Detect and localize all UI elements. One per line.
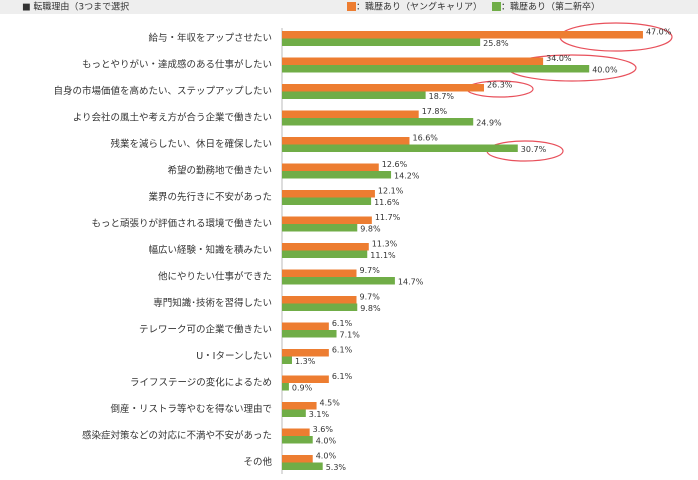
bar bbox=[282, 31, 643, 39]
category-label: 自身の市場価値を高めたい、ステップアップしたい bbox=[53, 85, 272, 97]
bar bbox=[282, 383, 289, 391]
category-label: 感染症対策などの対応に不満や不安があった bbox=[82, 430, 272, 442]
value-label: 6.1% bbox=[332, 372, 353, 381]
bar bbox=[282, 330, 337, 338]
bar bbox=[282, 409, 306, 417]
value-label: 12.1% bbox=[378, 187, 404, 196]
value-label: 7.1% bbox=[340, 331, 361, 340]
value-label: 34.0% bbox=[546, 54, 572, 63]
bar bbox=[282, 163, 379, 171]
bar bbox=[282, 84, 484, 92]
value-label: 16.6% bbox=[412, 134, 438, 143]
value-label: 4.0% bbox=[316, 437, 337, 446]
value-label: 18.7% bbox=[429, 92, 455, 101]
category-label: 専門知識･技術を習得したい bbox=[153, 297, 272, 309]
bar bbox=[282, 322, 329, 330]
category-label: 給与・年収をアップさせたい bbox=[148, 32, 272, 44]
value-label: 4.5% bbox=[320, 399, 341, 408]
bar bbox=[282, 190, 375, 198]
category-label: その他 bbox=[243, 456, 272, 468]
category-label: もっと頑張りが評価される環境で働きたい bbox=[91, 218, 272, 230]
bar bbox=[282, 144, 518, 152]
bar bbox=[282, 250, 368, 258]
bar bbox=[282, 269, 357, 277]
bar bbox=[282, 171, 392, 179]
value-label: 9.8% bbox=[360, 225, 381, 234]
value-label: 30.7% bbox=[521, 145, 547, 154]
value-label: 11.6% bbox=[374, 198, 400, 207]
bar bbox=[282, 349, 329, 357]
category-label: 他にやりたい仕事ができた bbox=[158, 271, 272, 283]
value-label: 5.3% bbox=[326, 463, 347, 472]
bar bbox=[282, 455, 313, 463]
category-label: より会社の風土や考え方が合う企業で働きたい bbox=[73, 112, 272, 124]
category-label: 希望の勤務地で働きたい bbox=[167, 165, 272, 177]
value-label: 6.1% bbox=[332, 319, 353, 328]
bar bbox=[282, 216, 372, 224]
bar bbox=[282, 118, 474, 126]
bar bbox=[282, 65, 590, 73]
value-label: 9.8% bbox=[360, 304, 381, 313]
category-label: 残業を減らしたい、休日を確保したい bbox=[110, 138, 272, 150]
legend-swatch bbox=[492, 2, 501, 11]
value-label: 40.0% bbox=[592, 66, 618, 75]
bar bbox=[282, 296, 357, 304]
category-label: テレワーク可の企業で働きたい bbox=[139, 324, 272, 336]
value-label: 3.1% bbox=[309, 410, 330, 419]
category-label: もっとやりがい・達成感のある仕事がしたい bbox=[82, 59, 272, 71]
bar bbox=[282, 91, 426, 99]
value-label: 47.0% bbox=[646, 28, 672, 37]
value-label: 3.6% bbox=[313, 425, 334, 434]
bar bbox=[282, 197, 372, 205]
category-label: 倒産・リストラ等やむを得ない理由で bbox=[110, 403, 272, 415]
bar bbox=[282, 224, 358, 232]
value-label: 11.7% bbox=[375, 213, 401, 222]
value-label: 14.7% bbox=[398, 278, 424, 287]
value-label: 25.8% bbox=[483, 39, 509, 48]
chart-title: ■ 転職理由（3つまで選択 bbox=[22, 1, 129, 13]
category-label: U・Iターンしたい bbox=[196, 351, 272, 362]
bar bbox=[282, 303, 358, 311]
bar bbox=[282, 110, 419, 118]
bar bbox=[282, 436, 313, 444]
bar bbox=[282, 277, 395, 285]
bar bbox=[282, 375, 329, 383]
value-label: 4.0% bbox=[316, 452, 337, 461]
value-label: 17.8% bbox=[422, 107, 448, 116]
value-label: 9.7% bbox=[359, 266, 380, 275]
value-label: 9.7% bbox=[359, 293, 380, 302]
legend-label: ：職歴あり（ヤングキャリア） bbox=[356, 1, 482, 13]
value-label: 26.3% bbox=[487, 81, 513, 90]
value-label: 6.1% bbox=[332, 346, 353, 355]
category-label: 業界の先行きに不安があった bbox=[148, 191, 272, 203]
bar bbox=[282, 428, 310, 436]
bar bbox=[282, 243, 369, 251]
bar bbox=[282, 462, 323, 470]
category-label: 幅広い経験・知識を積みたい bbox=[148, 244, 272, 256]
legend-label: ：職歴あり（第二新卒） bbox=[501, 1, 600, 13]
bar bbox=[282, 402, 317, 410]
value-label: 24.9% bbox=[476, 119, 502, 128]
value-label: 12.6% bbox=[382, 160, 408, 169]
bar bbox=[282, 137, 410, 145]
bar bbox=[282, 57, 544, 65]
category-label: ライフステージの変化によるため bbox=[130, 377, 272, 389]
value-label: 11.1% bbox=[370, 251, 396, 260]
bar bbox=[282, 38, 481, 46]
value-label: 11.3% bbox=[372, 240, 398, 249]
bar bbox=[282, 356, 292, 364]
legend-swatch bbox=[347, 2, 356, 11]
value-label: 0.9% bbox=[292, 384, 313, 393]
value-label: 1.3% bbox=[295, 357, 316, 366]
value-label: 14.2% bbox=[394, 172, 420, 181]
